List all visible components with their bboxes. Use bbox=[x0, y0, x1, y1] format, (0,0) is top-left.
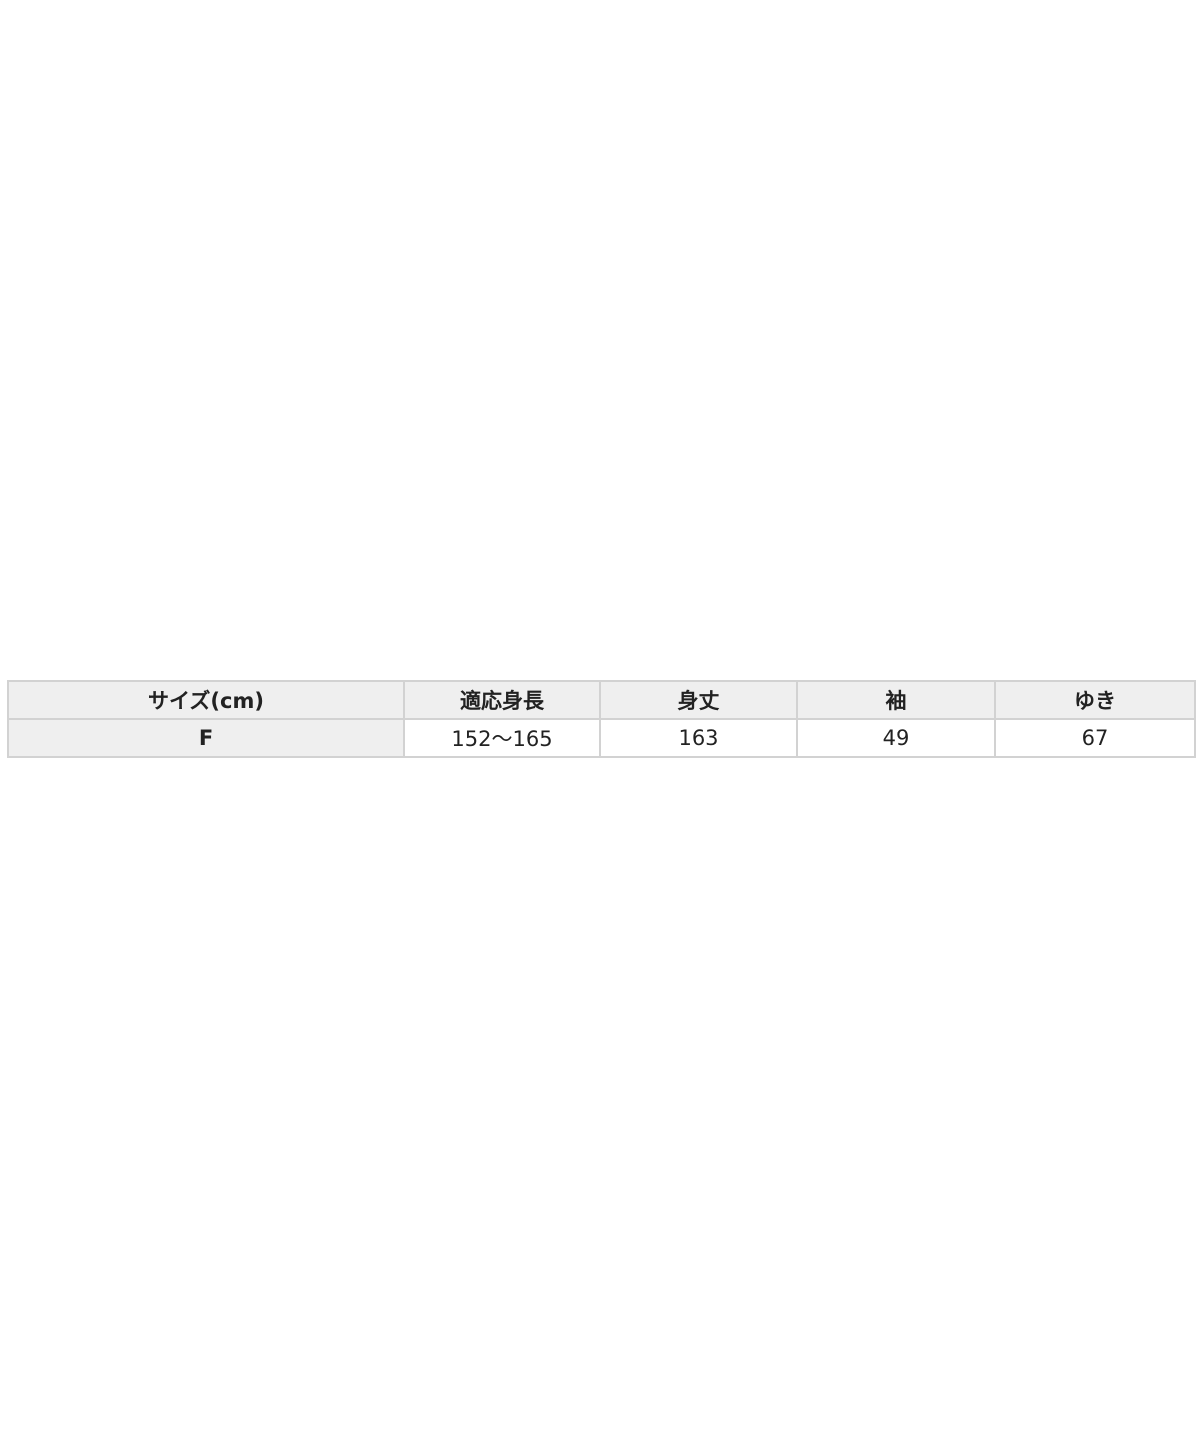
table-header-row: サイズ(cm) 適応身長 身丈 袖 ゆき bbox=[7, 680, 1196, 720]
header-size: サイズ(cm) bbox=[7, 680, 405, 720]
size-table: サイズ(cm) 適応身長 身丈 袖 ゆき F 152～165 163 49 67 bbox=[7, 680, 1196, 758]
cell-size: F bbox=[7, 718, 405, 758]
cell-height-range: 152～165 bbox=[403, 718, 601, 758]
cell-length: 163 bbox=[599, 718, 798, 758]
header-sleeve: 袖 bbox=[796, 680, 996, 720]
cell-sleeve: 49 bbox=[796, 718, 996, 758]
cell-yuki: 67 bbox=[994, 718, 1196, 758]
table-row: F 152～165 163 49 67 bbox=[7, 718, 1196, 758]
header-length: 身丈 bbox=[599, 680, 798, 720]
header-height-range: 適応身長 bbox=[403, 680, 601, 720]
header-yuki: ゆき bbox=[994, 680, 1196, 720]
